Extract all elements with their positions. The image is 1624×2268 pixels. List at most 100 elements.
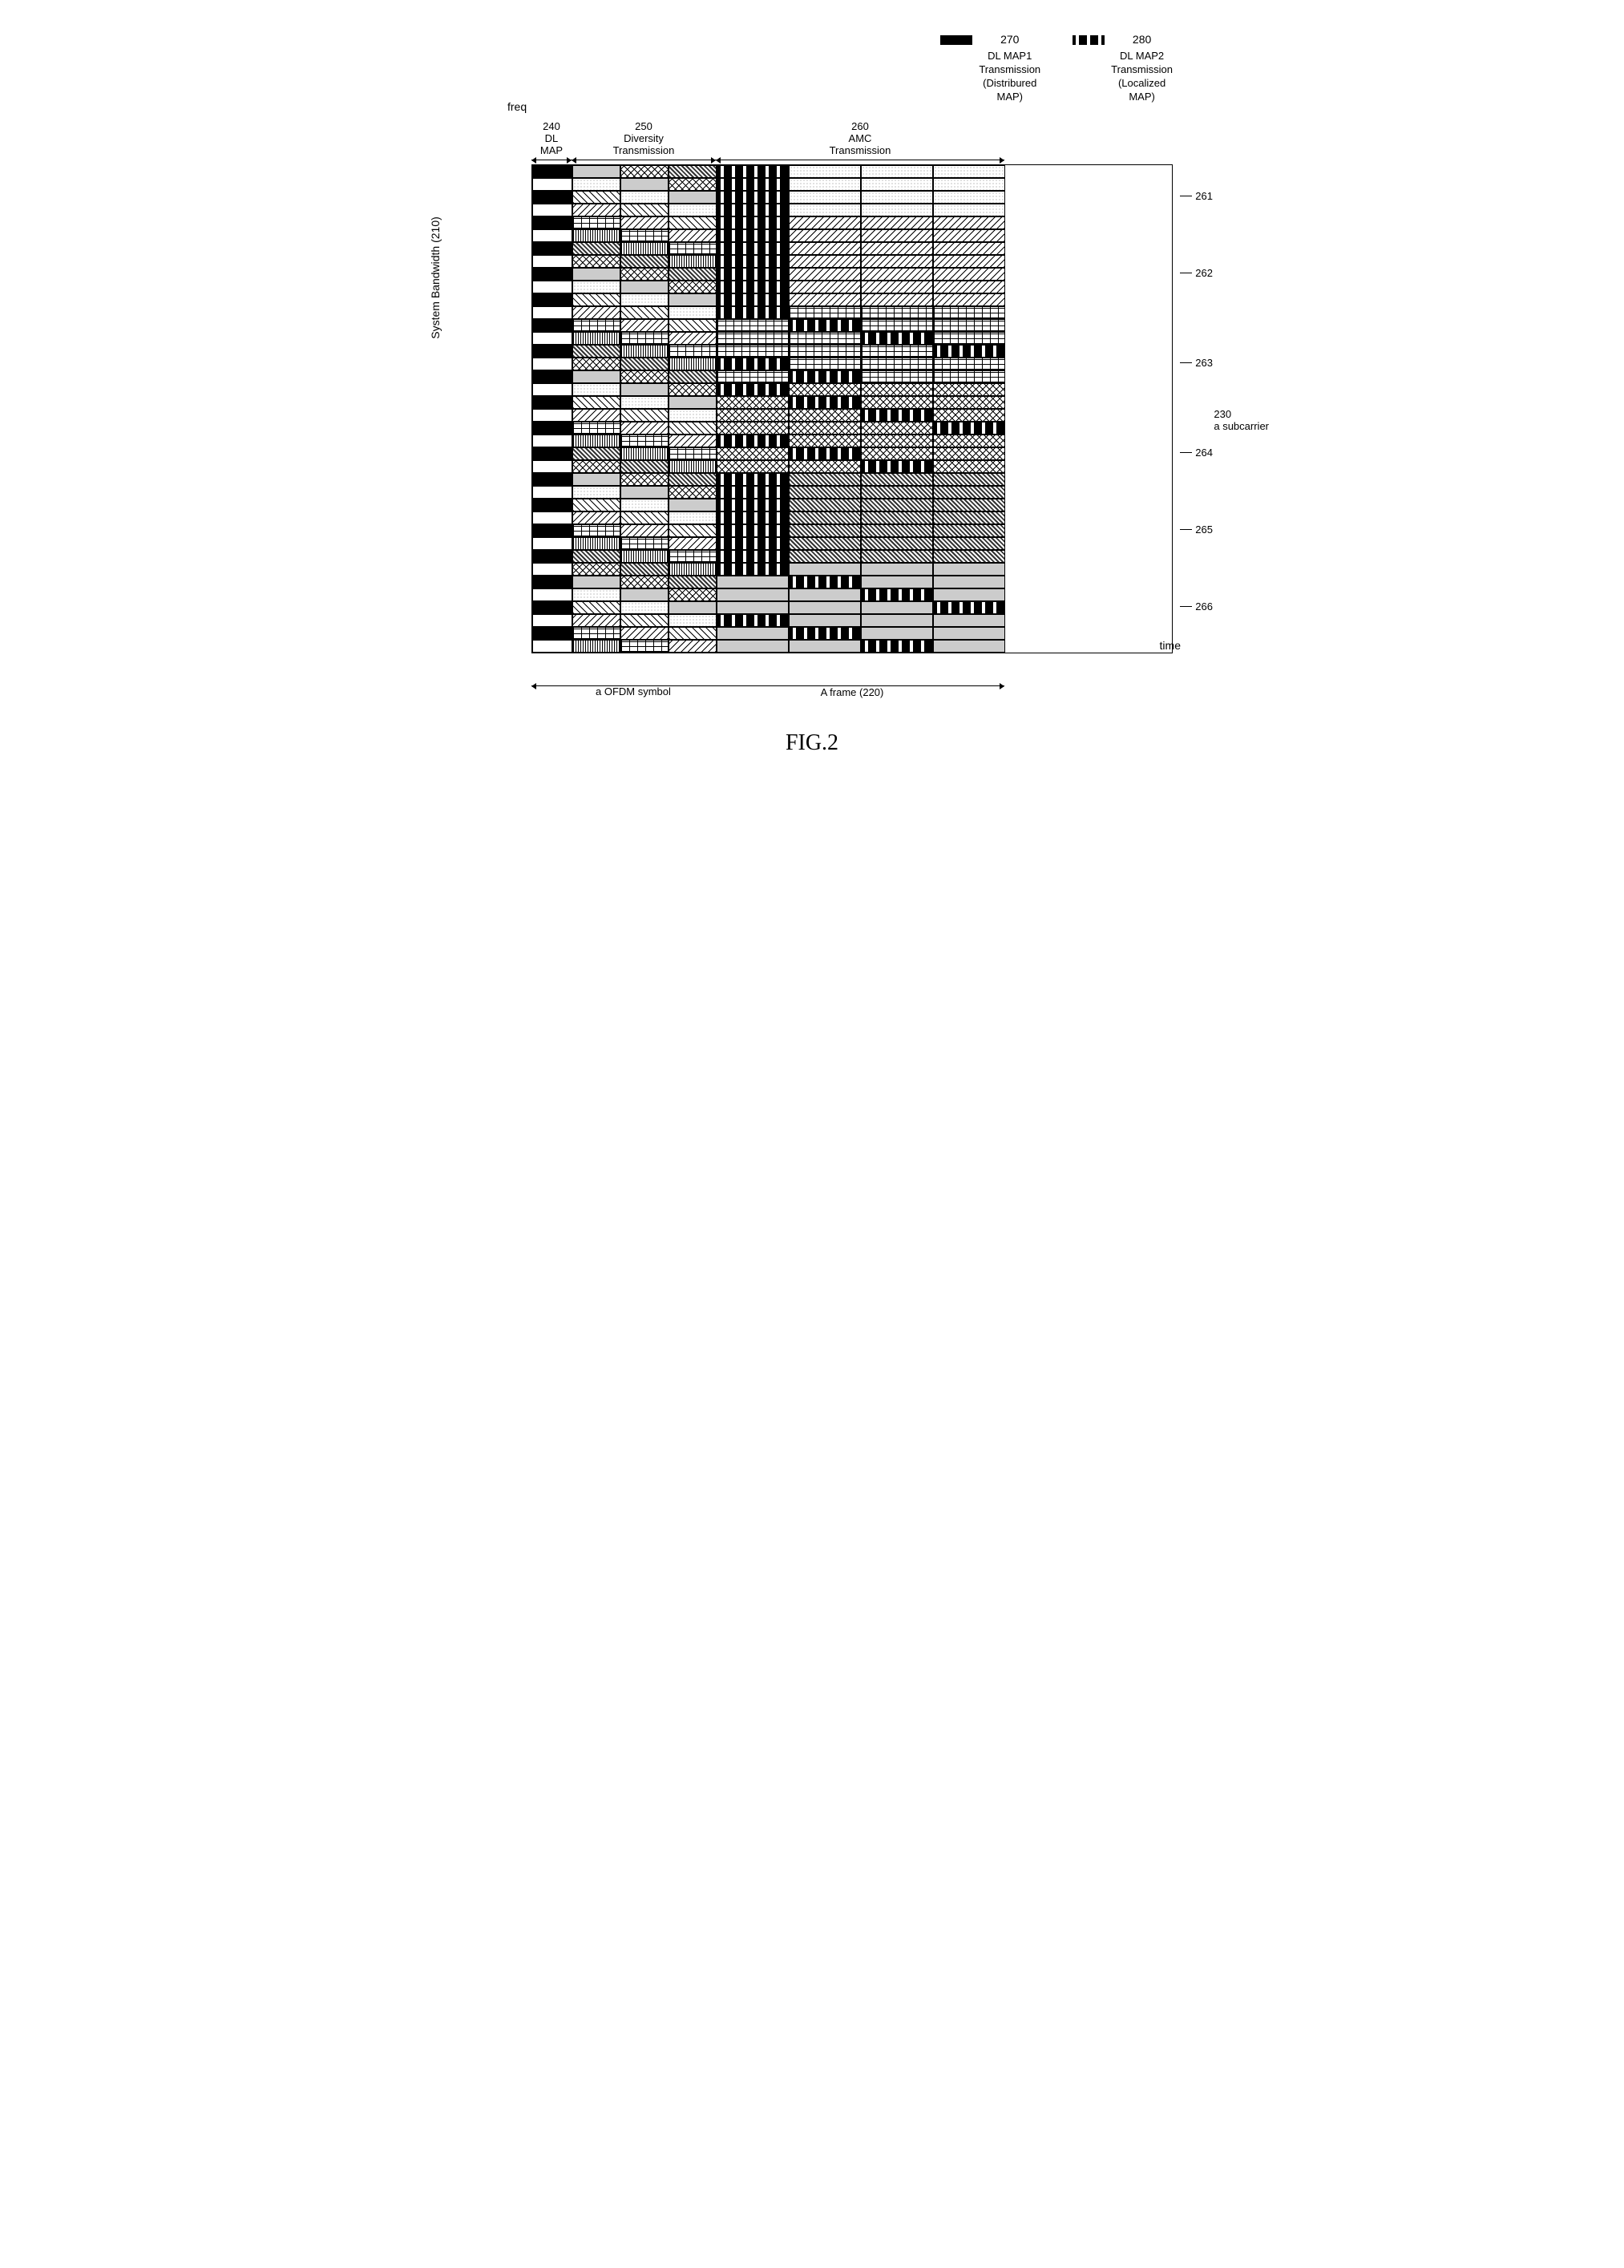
grid-cell [532, 229, 572, 242]
grid-cell [789, 345, 861, 358]
grid-cell [620, 563, 669, 576]
grid-cell [861, 358, 933, 370]
grid-cell [572, 640, 620, 653]
grid-cell [669, 614, 717, 627]
grid-cell [620, 588, 669, 601]
grid-cell [933, 576, 1005, 588]
grid-cell [669, 229, 717, 242]
grid-cell [717, 332, 789, 345]
grid-cell [717, 486, 789, 499]
grid-cell [789, 191, 861, 204]
grid-cell [789, 281, 861, 293]
grid-cell [717, 447, 789, 460]
grid-cell [620, 268, 669, 281]
freq-axis-label: freq [507, 100, 527, 113]
grid-cell [532, 204, 572, 216]
grid-cell [572, 422, 620, 435]
grid-cell [572, 473, 620, 486]
amc-label: AMCTransmission [830, 132, 891, 156]
grid-cell [861, 165, 933, 178]
grid-cell [532, 165, 572, 178]
grid-cell [789, 640, 861, 653]
grid-cell [789, 614, 861, 627]
grid-cell [532, 319, 572, 332]
grid-cell [861, 383, 933, 396]
grid-cell [861, 499, 933, 511]
grid-cell [789, 293, 861, 306]
grid-cell [669, 627, 717, 640]
grid-cell [669, 268, 717, 281]
grid-cell [717, 640, 789, 653]
grid-cell [620, 383, 669, 396]
grid-cell [532, 511, 572, 524]
grid-cell [717, 242, 789, 255]
grid-cell [933, 486, 1005, 499]
grid-cell [933, 499, 1005, 511]
figure-number: FIG.2 [451, 730, 1173, 756]
grid-cell [789, 588, 861, 601]
grid-cell [933, 191, 1005, 204]
grid-cell [789, 537, 861, 550]
grid-cell [933, 422, 1005, 435]
grid-cell [669, 345, 717, 358]
legend-swatch-dlmap1 [940, 35, 972, 45]
grid-cell [789, 511, 861, 524]
grid-cell [861, 332, 933, 345]
grid-cell [572, 358, 620, 370]
dlmap-label: DLMAP [540, 132, 563, 156]
grid-cell [861, 550, 933, 563]
grid-cell [717, 627, 789, 640]
grid-cell [669, 460, 717, 473]
grid-cell [532, 242, 572, 255]
grid-cell [717, 422, 789, 435]
grid-cell [572, 216, 620, 229]
grid-cell [933, 204, 1005, 216]
grid-cell [717, 383, 789, 396]
grid-cell [861, 281, 933, 293]
grid-cell [620, 204, 669, 216]
grid-cell [532, 473, 572, 486]
system-bandwidth-label: System Bandwidth (210) [429, 217, 442, 340]
grid-cell [620, 319, 669, 332]
grid-cell [861, 614, 933, 627]
grid-cell [861, 601, 933, 614]
grid-cell [717, 281, 789, 293]
grid-cell [620, 499, 669, 511]
grid-cell [532, 345, 572, 358]
grid-cell [717, 473, 789, 486]
grid-cell [717, 204, 789, 216]
grid-cell [789, 229, 861, 242]
grid-cell [717, 537, 789, 550]
grid-cell [669, 588, 717, 601]
ref-264: 264 [1180, 447, 1213, 459]
ref-261: 261 [1180, 190, 1213, 202]
grid-cell [717, 358, 789, 370]
grid-cell [532, 370, 572, 383]
grid-cell [861, 473, 933, 486]
grid-cell [669, 486, 717, 499]
legend: 270 DL MAP1 Transmission (Distribured MA… [451, 32, 1173, 104]
grid-cell [532, 640, 572, 653]
grid-cell [620, 178, 669, 191]
grid-cell [669, 165, 717, 178]
grid-cell [717, 511, 789, 524]
legend-text-1: 270 DL MAP1 Transmission (Distribured MA… [979, 32, 1040, 104]
frame-arrow-icon [531, 685, 1004, 686]
grid-cell [861, 255, 933, 268]
grid-cell [532, 614, 572, 627]
grid-cell [620, 358, 669, 370]
grid-cell [669, 563, 717, 576]
grid-cell [572, 537, 620, 550]
grid-cell [717, 550, 789, 563]
grid-cell [532, 524, 572, 537]
grid-cell [532, 627, 572, 640]
legend-item-dlmap2: 280 DL MAP2 Transmission (Localized MAP) [1073, 32, 1173, 104]
ref-262: 262 [1180, 267, 1213, 279]
grid-cell [572, 447, 620, 460]
grid-cell [861, 627, 933, 640]
grid-cell [861, 447, 933, 460]
grid-cell [620, 216, 669, 229]
grid-cell [933, 255, 1005, 268]
grid-cell [620, 435, 669, 447]
grid-cell [789, 383, 861, 396]
